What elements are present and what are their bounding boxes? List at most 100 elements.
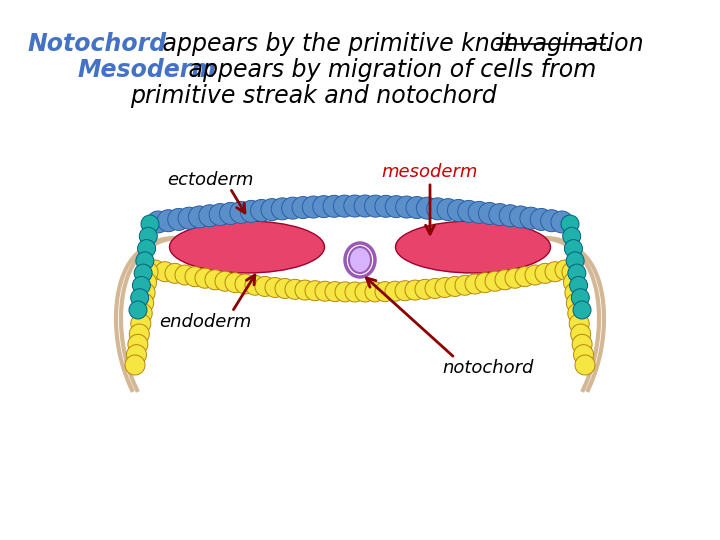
Circle shape	[416, 197, 438, 219]
Circle shape	[568, 264, 586, 282]
Circle shape	[427, 198, 449, 220]
Circle shape	[415, 279, 435, 299]
Circle shape	[199, 205, 221, 227]
Circle shape	[495, 270, 515, 290]
Circle shape	[572, 334, 592, 354]
Circle shape	[364, 195, 387, 217]
Text: mesoderm: mesoderm	[382, 163, 478, 181]
Circle shape	[555, 260, 575, 280]
Circle shape	[245, 275, 265, 295]
Ellipse shape	[169, 221, 325, 273]
Circle shape	[220, 202, 241, 225]
Circle shape	[489, 204, 511, 226]
Circle shape	[265, 278, 285, 298]
Circle shape	[564, 240, 582, 258]
Circle shape	[302, 196, 325, 218]
Circle shape	[445, 276, 465, 296]
Circle shape	[285, 279, 305, 299]
Circle shape	[215, 271, 235, 291]
Circle shape	[205, 270, 225, 290]
Text: .: .	[605, 32, 613, 56]
Circle shape	[131, 289, 149, 307]
Circle shape	[134, 264, 152, 282]
Text: endoderm: endoderm	[159, 313, 251, 331]
Circle shape	[499, 205, 521, 227]
Circle shape	[570, 276, 588, 294]
Circle shape	[562, 262, 582, 282]
Circle shape	[354, 195, 376, 217]
Circle shape	[570, 314, 589, 334]
Circle shape	[435, 278, 455, 298]
Circle shape	[565, 282, 585, 302]
Circle shape	[395, 281, 415, 301]
Circle shape	[175, 265, 195, 285]
Circle shape	[255, 276, 275, 296]
Circle shape	[145, 260, 165, 280]
Circle shape	[531, 208, 552, 231]
Circle shape	[551, 211, 573, 233]
Circle shape	[568, 303, 588, 323]
Circle shape	[230, 201, 252, 224]
Circle shape	[235, 274, 255, 294]
Circle shape	[345, 282, 365, 302]
Circle shape	[468, 201, 490, 224]
Circle shape	[147, 211, 169, 233]
Circle shape	[132, 303, 152, 323]
Circle shape	[312, 195, 335, 218]
Circle shape	[405, 280, 425, 300]
Text: Notochord: Notochord	[28, 32, 167, 56]
Circle shape	[573, 301, 591, 319]
Circle shape	[209, 204, 231, 226]
Circle shape	[132, 276, 150, 294]
Text: appears by migration of cells from: appears by migration of cells from	[181, 58, 596, 82]
Circle shape	[158, 210, 179, 232]
Circle shape	[178, 207, 200, 229]
Circle shape	[385, 281, 405, 301]
Circle shape	[325, 281, 345, 302]
Circle shape	[168, 208, 189, 231]
Circle shape	[375, 195, 397, 217]
Circle shape	[465, 274, 485, 294]
Circle shape	[525, 265, 545, 285]
Circle shape	[395, 196, 418, 218]
Circle shape	[566, 252, 584, 270]
Circle shape	[406, 197, 428, 219]
Circle shape	[335, 282, 355, 302]
Circle shape	[130, 324, 149, 344]
Circle shape	[129, 301, 147, 319]
Circle shape	[567, 293, 586, 313]
Circle shape	[251, 199, 273, 221]
Circle shape	[315, 281, 335, 301]
Circle shape	[520, 207, 542, 229]
Circle shape	[261, 199, 283, 221]
Circle shape	[275, 279, 295, 299]
Circle shape	[563, 227, 581, 245]
Circle shape	[535, 264, 555, 284]
Circle shape	[135, 282, 155, 302]
Circle shape	[189, 206, 210, 228]
Circle shape	[385, 195, 408, 218]
Circle shape	[479, 202, 500, 225]
Circle shape	[195, 268, 215, 288]
Circle shape	[128, 334, 148, 354]
Circle shape	[510, 206, 531, 228]
Ellipse shape	[349, 247, 371, 273]
Circle shape	[282, 197, 304, 219]
Circle shape	[475, 273, 495, 293]
Circle shape	[564, 272, 583, 292]
Text: primitive streak and notochord: primitive streak and notochord	[130, 84, 497, 108]
Circle shape	[185, 267, 205, 287]
Ellipse shape	[395, 221, 551, 273]
Circle shape	[485, 271, 505, 291]
Circle shape	[295, 280, 315, 300]
Circle shape	[165, 264, 185, 284]
Circle shape	[137, 272, 156, 292]
Circle shape	[515, 267, 535, 287]
Circle shape	[575, 355, 595, 375]
Circle shape	[447, 199, 469, 221]
Circle shape	[136, 252, 154, 270]
Circle shape	[225, 273, 245, 293]
Circle shape	[139, 227, 157, 245]
Circle shape	[292, 197, 314, 219]
Circle shape	[125, 355, 145, 375]
